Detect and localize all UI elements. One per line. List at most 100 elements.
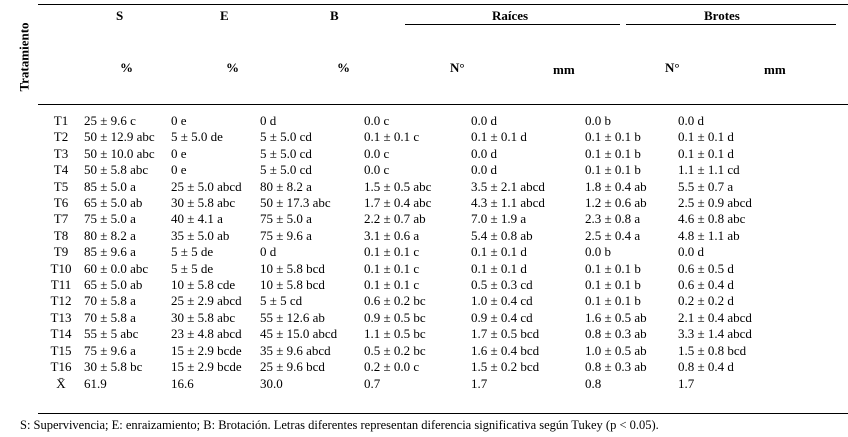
brotes-n-unit: N° (665, 60, 680, 75)
brotes-n-cell: 0.1 ± 0.1 b (585, 162, 641, 178)
raices-header: Raíces (492, 8, 529, 23)
brotes-mm-cell: 0.6 ± 0.4 d (678, 277, 734, 293)
brotes-mm-cell: 3.3 ± 1.4 abcd (678, 326, 752, 342)
table-row: T5 85 ± 5.0 a 25 ± 5.0 abcd 80 ± 8.2 a 1.5 ±… (38, 179, 788, 195)
brotes-n-cell: 0.1 ± 0.1 b (585, 277, 641, 293)
brotes-mm-cell: 1.1 ± 1.1 cd (678, 162, 740, 178)
raices-mm-cell: 0.1 ± 0.1 d (471, 244, 527, 260)
brotes-mm-cell: 4.8 ± 1.1 ab (678, 227, 740, 243)
b-cell: 5 ± 5.0 cd (260, 129, 312, 145)
raices-mm-cell: 1.7 ± 0.5 bcd (471, 326, 540, 342)
tratamiento-cell: X̄ (56, 375, 66, 391)
raices-n-cell: 0.1 ± 0.1 c (364, 260, 420, 276)
brotes-mm-cell: 0.1 ± 0.1 d (678, 145, 734, 161)
table-row: T9 85 ± 9.6 a 5 ± 5 de 0 d 0.1 ± 0.1 c 0.1 ± … (38, 244, 788, 260)
b-unit: % (337, 60, 350, 75)
raices-mm-cell: 0.9 ± 0.4 cd (471, 309, 533, 325)
brotes-mm-cell: 0.2 ± 0.2 d (678, 293, 734, 309)
tratamiento-cell: T6 (53, 195, 69, 211)
table-row: T10 60 ± 0.0 abc 5 ± 5 de 10 ± 5.8 bcd 0.1 ±… (38, 261, 788, 277)
raices-mm-cell: 1.6 ± 0.4 bcd (471, 342, 540, 358)
tratamiento-label: Tratamiento (17, 22, 33, 92)
b-cell: 55 ± 12.6 ab (260, 309, 325, 325)
table-row: T2 50 ± 12.9 abc 5 ± 5.0 de 5 ± 5.0 cd 0.1 ±… (38, 129, 788, 145)
brotes-span-rule (626, 24, 836, 25)
brotes-n-cell: 0.8 ± 0.3 ab (585, 359, 647, 375)
brotes-mm-cell: 0.0 d (678, 113, 704, 128)
raices-n-cell: 2.2 ± 0.7 ab (364, 211, 426, 227)
raices-span-rule (405, 24, 620, 25)
b-cell: 0 d (260, 113, 277, 128)
raices-n-cell: 0.0 c (364, 113, 390, 128)
b-cell: 75 ± 5.0 a (260, 211, 312, 227)
brotes-mm-cell: 1.7 (678, 375, 695, 391)
tratamiento-cell: T13 (50, 309, 72, 325)
table-top-rule (38, 4, 848, 5)
raices-mm-cell: 0.1 ± 0.1 d (471, 260, 527, 276)
table-row: T4 50 ± 5.8 abc 0 e 5 ± 5.0 cd 0.0 c 0.0 d 0.1… (38, 162, 788, 178)
raices-mm-cell: 5.4 ± 0.8 ab (471, 227, 533, 243)
e-cell: 15 ± 2.9 bcde (171, 359, 242, 375)
brotes-mm-cell: 0.0 d (678, 244, 704, 260)
raices-mm-unit: mm (553, 62, 575, 77)
table-row: T8 80 ± 8.2 a 35 ± 5.0 ab 75 ± 9.6 a 3.1 ± 0… (38, 228, 788, 244)
tratamiento-cell: T3 (53, 145, 69, 161)
b-cell: 45 ± 15.0 abcd (260, 326, 338, 342)
brotes-mm-cell: 0.1 ± 0.1 d (678, 129, 734, 145)
tratamiento-cell: T14 (50, 326, 72, 342)
s-unit: % (120, 60, 133, 75)
raices-n-cell: 1.5 ± 0.5 abc (364, 178, 432, 194)
tratamiento-cell: T8 (53, 227, 69, 243)
tratamiento-cell: T1 (53, 113, 69, 128)
b-cell: 80 ± 8.2 a (260, 178, 312, 194)
s-cell: 75 ± 5.0 a (84, 211, 136, 227)
e-cell: 0 e (171, 145, 187, 161)
b-cell: 35 ± 9.6 abcd (260, 342, 331, 358)
b-cell: 5 ± 5 cd (260, 293, 303, 309)
s-cell: 70 ± 5.8 a (84, 293, 136, 309)
b-cell: 5 ± 5.0 cd (260, 145, 312, 161)
tratamiento-cell: T16 (50, 359, 72, 375)
raices-mm-cell: 1.0 ± 0.4 cd (471, 293, 533, 309)
brotes-mm-cell: 1.5 ± 0.8 bcd (678, 342, 747, 358)
brotes-n-cell: 0.8 (585, 375, 602, 391)
tratamiento-header: Tratamiento (10, 15, 40, 99)
brotes-mm-cell: 2.1 ± 0.4 abcd (678, 309, 752, 325)
brotes-n-cell: 0.1 ± 0.1 b (585, 293, 641, 309)
table-row: T12 70 ± 5.8 a 25 ± 2.9 abcd 5 ± 5 cd 0.6 ± … (38, 293, 788, 309)
tratamiento-cell: T5 (53, 178, 69, 194)
raices-n-cell: 0.0 c (364, 162, 390, 178)
raices-mm-cell: 1.5 ± 0.2 bcd (471, 359, 540, 375)
raices-mm-cell: 1.7 (471, 375, 488, 391)
e-cell: 23 ± 4.8 abcd (171, 326, 242, 342)
brotes-n-cell: 2.5 ± 0.4 a (585, 227, 641, 243)
raices-n-cell: 0.0 c (364, 145, 390, 161)
raices-n-unit: N° (450, 60, 465, 75)
b-header: B (330, 8, 339, 23)
raices-mm-cell: 0.0 d (471, 145, 497, 161)
raices-mm-cell: 3.5 ± 2.1 abcd (471, 178, 545, 194)
e-unit: % (226, 60, 239, 75)
raices-n-cell: 0.2 ± 0.0 c (364, 359, 420, 375)
raices-n-cell: 1.1 ± 0.5 bc (364, 326, 426, 342)
s-cell: 65 ± 5.0 ab (84, 277, 143, 293)
tratamiento-cell: T4 (53, 162, 69, 178)
s-cell: 55 ± 5 abc (84, 326, 139, 342)
e-cell: 0 e (171, 113, 187, 128)
e-cell: 25 ± 2.9 abcd (171, 293, 242, 309)
e-cell: 30 ± 5.8 abc (171, 195, 236, 211)
brotes-mm-cell: 0.6 ± 0.5 d (678, 260, 734, 276)
raices-mm-cell: 0.1 ± 0.1 d (471, 129, 527, 145)
tratamiento-cell: T11 (50, 277, 72, 293)
tratamiento-cell: T2 (53, 129, 69, 145)
s-cell: 80 ± 8.2 a (84, 227, 136, 243)
brotes-n-cell: 0.0 b (585, 113, 611, 128)
b-cell: 30.0 (260, 375, 283, 391)
table-row: T14 55 ± 5 abc 23 ± 4.8 abcd 45 ± 15.0 abcd… (38, 326, 788, 342)
mean-row: X̄ 61.9 16.6 30.0 0.7 1.7 0.8 1.7 (38, 376, 788, 392)
b-cell: 10 ± 5.8 bcd (260, 260, 325, 276)
b-cell: 75 ± 9.6 a (260, 227, 312, 243)
